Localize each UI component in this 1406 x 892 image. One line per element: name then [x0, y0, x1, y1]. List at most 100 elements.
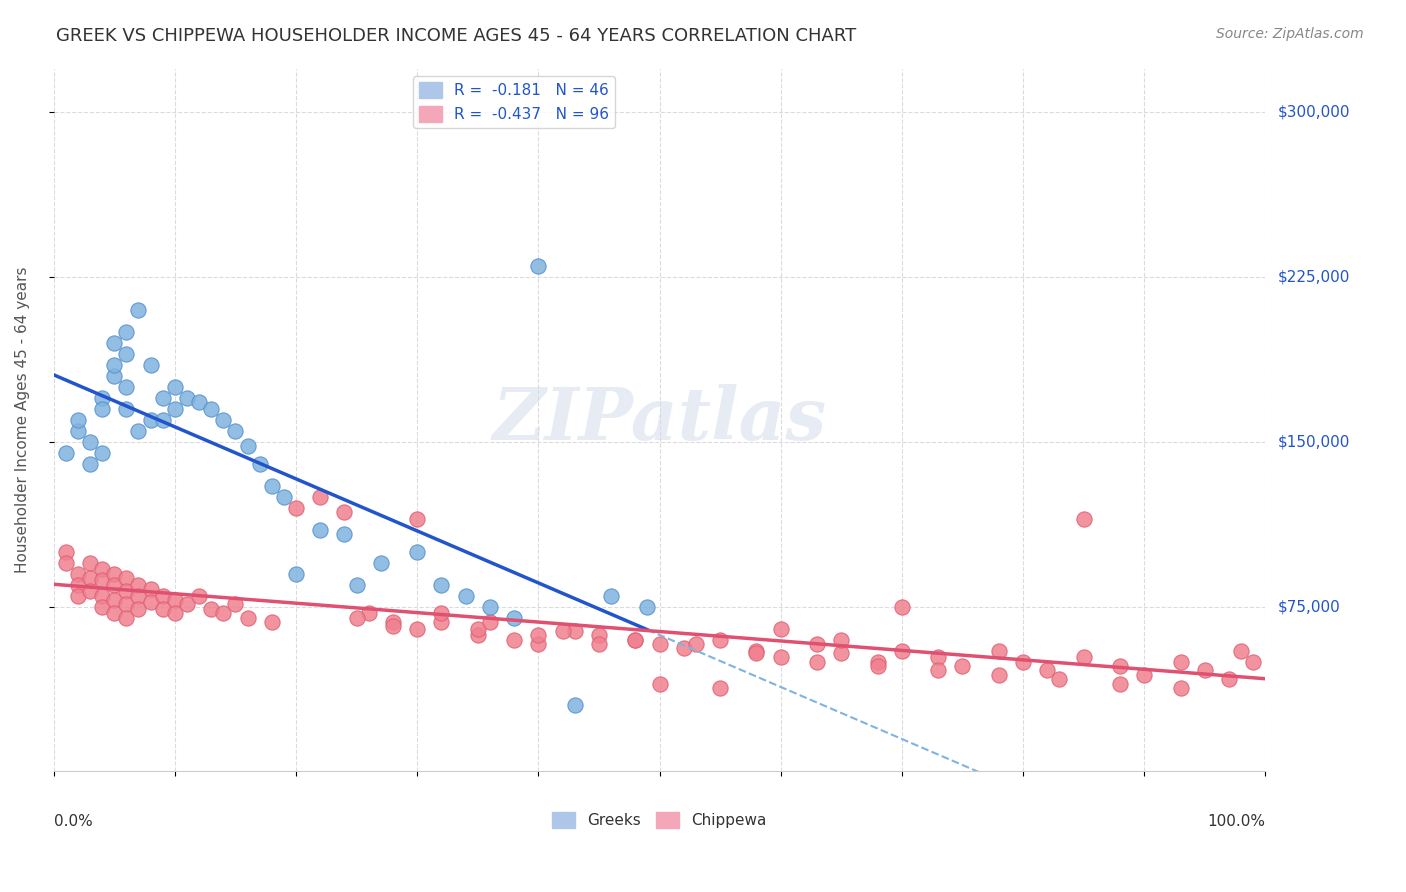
Chippewa [91, 599, 114, 614]
Greeks [188, 395, 211, 409]
Greeks [139, 413, 162, 427]
Chippewa [79, 571, 101, 585]
Chippewa [103, 606, 125, 620]
Greeks [91, 391, 114, 405]
Greeks [152, 413, 174, 427]
Greeks [127, 424, 149, 438]
Greeks [55, 446, 77, 460]
Chippewa [200, 602, 222, 616]
Chippewa [406, 512, 429, 526]
Chippewa [55, 545, 77, 559]
Greeks [79, 457, 101, 471]
Chippewa [127, 602, 149, 616]
Greeks [79, 434, 101, 449]
Chippewa [1109, 659, 1132, 673]
Chippewa [139, 595, 162, 609]
Chippewa [91, 574, 114, 588]
Greeks [66, 424, 89, 438]
Chippewa [866, 655, 889, 669]
Chippewa [467, 628, 489, 642]
Chippewa [927, 650, 949, 665]
Chippewa [212, 606, 235, 620]
Chippewa [503, 632, 526, 647]
Chippewa [1133, 667, 1156, 681]
Text: $300,000: $300,000 [1278, 105, 1350, 120]
Greeks [115, 347, 138, 361]
Greeks [115, 401, 138, 416]
Chippewa [224, 598, 246, 612]
Chippewa [1170, 655, 1192, 669]
Chippewa [127, 589, 149, 603]
Chippewa [987, 667, 1010, 681]
Chippewa [430, 615, 453, 629]
Greeks [600, 589, 623, 603]
Chippewa [406, 622, 429, 636]
Chippewa [152, 589, 174, 603]
Greeks [103, 336, 125, 351]
Chippewa [103, 593, 125, 607]
Greeks [163, 380, 186, 394]
Chippewa [163, 593, 186, 607]
Greeks [103, 369, 125, 384]
Greeks [285, 566, 308, 581]
Greeks [564, 698, 586, 713]
Chippewa [624, 632, 647, 647]
Chippewa [588, 628, 610, 642]
Greeks [115, 380, 138, 394]
Chippewa [624, 632, 647, 647]
Chippewa [430, 606, 453, 620]
Chippewa [152, 602, 174, 616]
Chippewa [648, 637, 671, 651]
Chippewa [139, 582, 162, 596]
Chippewa [1194, 663, 1216, 677]
Chippewa [551, 624, 574, 638]
Chippewa [115, 610, 138, 624]
Chippewa [1241, 655, 1264, 669]
Chippewa [188, 589, 211, 603]
Chippewa [890, 599, 912, 614]
Chippewa [1109, 676, 1132, 690]
Greeks [273, 490, 295, 504]
Greeks [454, 589, 477, 603]
Chippewa [527, 628, 550, 642]
Greeks [212, 413, 235, 427]
Chippewa [745, 646, 768, 660]
Chippewa [709, 681, 731, 695]
Greeks [163, 401, 186, 416]
Chippewa [115, 571, 138, 585]
Chippewa [91, 589, 114, 603]
Chippewa [79, 584, 101, 599]
Chippewa [333, 505, 356, 519]
Greeks [176, 391, 198, 405]
Chippewa [927, 663, 949, 677]
Chippewa [309, 490, 332, 504]
Greeks [66, 413, 89, 427]
Greeks [127, 303, 149, 318]
Chippewa [115, 584, 138, 599]
Text: 100.0%: 100.0% [1208, 814, 1265, 829]
Chippewa [890, 643, 912, 657]
Greeks [527, 259, 550, 273]
Chippewa [467, 622, 489, 636]
Text: $225,000: $225,000 [1278, 269, 1350, 285]
Chippewa [127, 577, 149, 591]
Chippewa [987, 643, 1010, 657]
Greeks [346, 577, 368, 591]
Greeks [200, 401, 222, 416]
Chippewa [1073, 512, 1095, 526]
Chippewa [866, 659, 889, 673]
Greeks [139, 358, 162, 372]
Chippewa [163, 606, 186, 620]
Chippewa [685, 637, 707, 651]
Text: Source: ZipAtlas.com: Source: ZipAtlas.com [1216, 27, 1364, 41]
Chippewa [1036, 663, 1059, 677]
Chippewa [1170, 681, 1192, 695]
Y-axis label: Householder Income Ages 45 - 64 years: Householder Income Ages 45 - 64 years [15, 267, 30, 574]
Chippewa [381, 615, 404, 629]
Chippewa [236, 610, 259, 624]
Greeks [152, 391, 174, 405]
Greeks [309, 523, 332, 537]
Chippewa [346, 610, 368, 624]
Chippewa [103, 566, 125, 581]
Text: 0.0%: 0.0% [53, 814, 93, 829]
